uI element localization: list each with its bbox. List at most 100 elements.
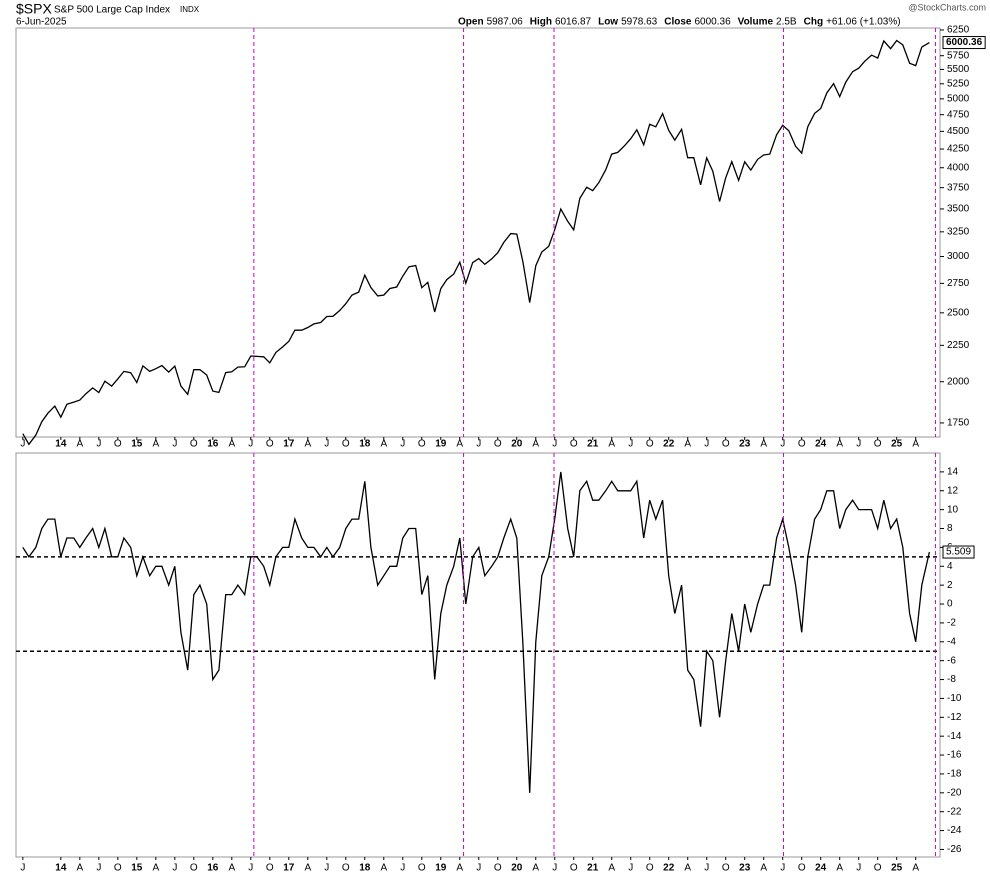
x-tick-label: O [190,439,198,450]
x-tick-label: 16 [207,439,219,450]
x-tick-label: J [20,863,25,874]
x-tick-label: A [76,863,83,874]
x-tick-label: 18 [359,863,371,874]
x-tick-label: 20 [511,863,523,874]
x-tick-label: O [114,863,122,874]
y-tick-label: 4250 [947,144,970,155]
x-tick-label: 23 [739,863,751,874]
y-tick-label: -22 [947,806,962,817]
x-tick-label: 14 [55,863,67,874]
y-tick-label: 0 [947,599,953,610]
x-tick-label: A [684,439,691,450]
x-tick-label: J [552,439,557,450]
x-tick-label: O [114,439,122,450]
price-line [22,471,931,793]
stat-label: Volume [738,17,774,28]
x-tick-label: J [856,863,861,874]
symbol: $SPX [16,1,52,17]
x-tick-label: 22 [663,863,675,874]
x-tick-label: 22 [663,439,675,450]
x-tick-label: A [304,439,311,450]
y-tick-label: 3000 [947,251,970,262]
y-tick-label: -10 [947,693,962,704]
y-tick-label: 1750 [947,418,970,429]
x-tick-label: 19 [435,863,447,874]
x-tick-label: A [152,439,159,450]
x-tick-label: A [836,439,843,450]
x-tick-label: A [456,863,463,874]
x-tick-label: J [324,439,329,450]
stat-label: Close [664,17,692,28]
x-tick-label: O [418,439,426,450]
source: @StockCharts.com [908,2,986,12]
x-tick-label: A [456,439,463,450]
x-tick-label: A [76,439,83,450]
y-tick-label: 14 [947,467,959,478]
price-line [22,39,930,446]
x-tick-label: J [96,863,101,874]
y-tick-label: 5000 [947,93,970,104]
x-tick-label: J [172,439,177,450]
x-tick-label: A [912,863,919,874]
x-tick-label: O [494,439,502,450]
x-tick-label: O [874,863,882,874]
x-tick-label: O [798,439,806,450]
x-tick-label: 18 [359,439,371,450]
x-tick-label: A [228,439,235,450]
stat-value: 6000.36 [694,17,731,28]
y-tick-label: 4750 [947,109,970,120]
y-tick-label: -8 [947,674,956,685]
y-tick-label: 5250 [947,78,970,89]
x-tick-label: A [532,863,539,874]
y-tick-label: 3750 [947,182,970,193]
y-tick-label: 4000 [947,162,970,173]
y-tick-label: -12 [947,712,962,723]
plot-frame [15,27,941,438]
x-tick-label: J [704,863,709,874]
x-tick-label: J [476,863,481,874]
stat-label: Low [598,17,618,28]
x-tick-label: A [304,863,311,874]
x-tick-label: 24 [815,863,827,874]
x-tick-label: 21 [587,863,599,874]
stat-label: Open [458,17,484,28]
x-tick-label: A [760,863,767,874]
y-tick-label: 5750 [947,50,970,61]
y-tick-label: -2 [947,618,956,629]
x-tick-label: J [172,863,177,874]
x-tick-label: J [248,439,253,450]
x-tick-label: O [646,863,654,874]
x-tick-label: 19 [435,439,447,450]
exchange: INDX [180,5,200,14]
x-tick-label: O [874,439,882,450]
x-tick-label: O [418,863,426,874]
x-tick-label: A [152,863,159,874]
x-tick-label: A [760,439,767,450]
x-tick-label: J [780,439,785,450]
subtitle: S&P 500 Large Cap Index [54,5,170,16]
x-tick-label: J [780,863,785,874]
y-tick-label: 4500 [947,126,970,137]
y-tick-label: 4 [947,561,953,572]
x-tick-label: A [380,863,387,874]
stat-label: High [530,17,552,28]
y-tick-label: 2000 [947,376,970,387]
y-tick-label: 6250 [947,25,970,36]
x-tick-label: J [96,439,101,450]
y-tick-label: -14 [947,731,962,742]
date: 6-Jun-2025 [16,17,67,28]
x-tick-label: J [400,439,405,450]
x-tick-label: J [20,439,25,450]
last-value-box [942,36,986,50]
x-tick-label: O [190,863,198,874]
y-tick-label: -26 [947,844,962,855]
stat-value: 6016.87 [555,17,592,28]
y-tick-label: -6 [947,655,956,666]
last-value-label: 5.509 [946,547,971,558]
x-tick-label: O [570,863,578,874]
x-tick-label: O [570,439,578,450]
x-tick-label: J [324,863,329,874]
x-tick-label: A [608,439,615,450]
x-tick-label: O [494,863,502,874]
